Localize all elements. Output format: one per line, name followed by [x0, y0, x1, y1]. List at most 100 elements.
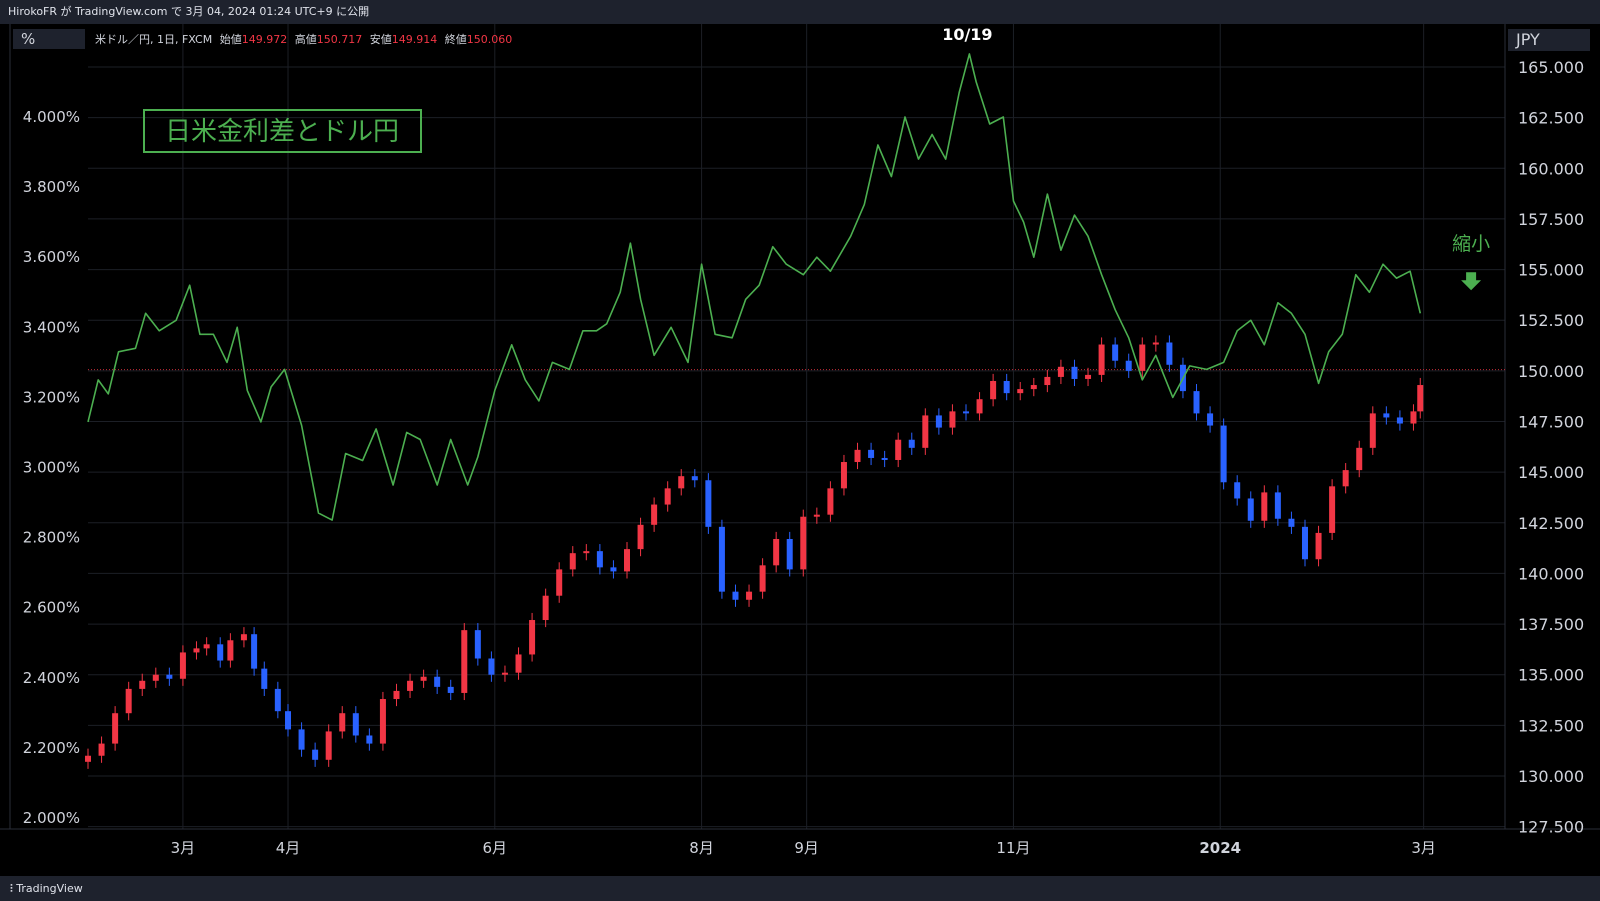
candle-body [515, 654, 522, 673]
left-axis-tick-label: 4.000% [23, 108, 80, 126]
candle-body [1410, 411, 1417, 424]
candle-body [529, 620, 536, 655]
candle-body [488, 658, 495, 675]
candle-body [583, 551, 590, 554]
annotation-label: 10/19 [942, 25, 992, 44]
candle-body [935, 415, 942, 428]
right-axis-tick-label: 127.500 [1518, 818, 1584, 837]
candle-body [1152, 342, 1159, 345]
close-label: 終値 [444, 33, 467, 46]
candle-body [895, 439, 902, 460]
candle-body [1396, 417, 1403, 424]
left-axis-tick-label: 3.000% [23, 459, 80, 477]
candle-body [447, 686, 454, 693]
candle-body [1057, 366, 1064, 377]
left-axis-tick-label: 3.800% [23, 178, 80, 196]
candle-body [139, 680, 146, 689]
candle-body [976, 399, 983, 414]
down-arrow-icon [1461, 272, 1482, 291]
left-axis-ticks: 2.000% 2.200% 2.400% 2.600% 2.800% 3.000% 3.20… [23, 108, 80, 827]
candle-body [922, 415, 929, 448]
candle-body [678, 476, 685, 489]
right-axis-ticks: 127.500 130.000 132.500 135.000 137.500 140.0… [1518, 58, 1584, 837]
x-axis-tick-label: 9月 [794, 839, 819, 857]
x-axis-tick-label: 2024 [1199, 839, 1241, 857]
right-axis-tick-label: 137.500 [1518, 615, 1584, 634]
candle-body [1044, 376, 1051, 386]
candle-body [624, 549, 631, 572]
candle-body [664, 488, 671, 505]
candle-body [651, 504, 658, 525]
candle-body [962, 411, 969, 414]
left-axis-tick-label: 2.800% [23, 529, 80, 547]
candle-body [1166, 342, 1173, 365]
symbol-name: 米ドル／円, 1日, FXCM [95, 33, 213, 46]
right-axis-unit-label[interactable]: JPY [1508, 29, 1590, 51]
chart-frame: 2.000% 2.200% 2.400% 2.600% 2.800% 3.000% 3.20… [0, 24, 1600, 876]
candle-body [718, 526, 725, 592]
candle-body [746, 591, 753, 600]
grid-lines [88, 24, 1505, 829]
right-axis-tick-label: 152.500 [1518, 311, 1584, 330]
left-axis-tick-label: 2.200% [23, 739, 80, 757]
candle-body [325, 731, 332, 760]
candle-body [227, 640, 234, 661]
candle-body [1098, 344, 1105, 375]
candle-body [461, 630, 468, 693]
x-axis-ticks: 3月 4月 6月 8月 9月 11月 2024 3月 [171, 839, 1436, 857]
candle-body [261, 668, 268, 689]
candle-body [691, 476, 698, 481]
candle-body [298, 729, 305, 750]
candle-body [251, 634, 258, 669]
candle-body [312, 749, 319, 760]
candle-body [1139, 344, 1146, 371]
publish-header: HirokoFR が TradingView.com で 3月 04, 2024… [0, 0, 1600, 24]
x-axis-tick-label: 11月 [996, 839, 1030, 857]
right-axis-tick-label: 147.500 [1518, 413, 1584, 432]
candle-body [501, 672, 508, 675]
candle-body [407, 680, 414, 691]
candle-body [217, 644, 224, 661]
candle-body [1356, 447, 1363, 471]
candle-body [366, 735, 373, 744]
pane-borders [0, 24, 1600, 830]
right-axis-tick-label: 162.500 [1518, 109, 1584, 128]
high-label: 高値 [294, 33, 317, 46]
right-axis-tick-label: 165.000 [1518, 58, 1584, 77]
left-axis-tick-label: 3.400% [23, 318, 80, 336]
left-axis-tick-label: 2.400% [23, 669, 80, 687]
candlestick-series [85, 335, 1424, 769]
candle-body [1071, 366, 1078, 379]
right-axis-tick-label: 132.500 [1518, 716, 1584, 735]
right-axis-tick-label: 135.000 [1518, 666, 1584, 685]
right-axis-tick-label: 145.000 [1518, 463, 1584, 482]
chart-canvas[interactable]: 2.000% 2.200% 2.400% 2.600% 2.800% 3.000% 3.20… [0, 24, 1600, 876]
candle-body [240, 634, 247, 641]
candle-body [193, 648, 200, 653]
right-axis-tick-label: 160.000 [1518, 159, 1584, 178]
candle-body [1017, 389, 1024, 394]
candle-body [1261, 492, 1268, 521]
right-axis-tick-label: 142.500 [1518, 514, 1584, 533]
candle-body [773, 538, 780, 566]
candle-body [434, 676, 441, 687]
candle-body [705, 480, 712, 527]
left-axis-tick-label: 3.600% [23, 248, 80, 266]
candle-body [813, 514, 820, 517]
candle-body [610, 567, 617, 572]
left-axis-tick-label: 2.000% [23, 809, 80, 827]
candle-body [1193, 391, 1200, 414]
right-axis-tick-label: 150.000 [1518, 362, 1584, 381]
spread-line [87, 53, 1422, 521]
candle-body [274, 688, 281, 712]
x-axis-tick-label: 4月 [276, 839, 301, 857]
candle-body [596, 551, 603, 568]
symbol-legend: 米ドル／円, 1日, FXCM 始値149.972 高値150.717 安値14… [95, 31, 512, 47]
close-value: 150.060 [466, 33, 513, 46]
candle-body [556, 569, 563, 596]
candle-body [1247, 498, 1254, 521]
candle-body [800, 516, 807, 570]
left-axis-unit-label[interactable]: % [13, 29, 85, 49]
candle-body [908, 439, 915, 448]
candle-body [112, 713, 119, 744]
